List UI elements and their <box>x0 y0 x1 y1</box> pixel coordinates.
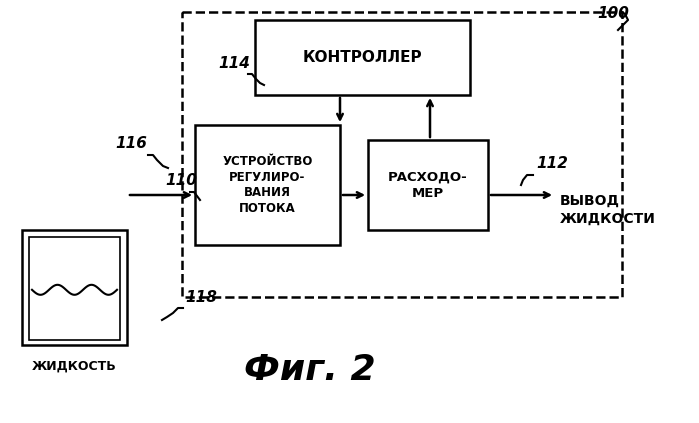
Bar <box>368 140 488 230</box>
Bar <box>195 125 340 245</box>
Text: УСТРОЙСТВО
РЕГУЛИРО-
ВАНИЯ
ПОТОКА: УСТРОЙСТВО РЕГУЛИРО- ВАНИЯ ПОТОКА <box>222 155 312 215</box>
Text: РАСХОДО-
МЕР: РАСХОДО- МЕР <box>388 170 468 200</box>
Text: 110: 110 <box>165 173 197 188</box>
Text: 116: 116 <box>115 136 147 151</box>
Bar <box>255 20 470 95</box>
Bar <box>182 12 622 297</box>
Text: Фиг. 2: Фиг. 2 <box>244 353 376 387</box>
Bar <box>22 230 127 345</box>
Text: ЖИДКОСТЬ: ЖИДКОСТЬ <box>32 360 117 373</box>
Bar <box>29 237 120 340</box>
Text: 112: 112 <box>536 156 568 171</box>
Text: 100: 100 <box>597 6 629 21</box>
Text: 118: 118 <box>185 290 217 305</box>
Text: 114: 114 <box>218 56 250 71</box>
Text: КОНТРОЛЛЕР: КОНТРОЛЛЕР <box>303 50 422 65</box>
Text: ВЫВОД
ЖИДКОСТИ: ВЫВОД ЖИДКОСТИ <box>560 194 656 226</box>
